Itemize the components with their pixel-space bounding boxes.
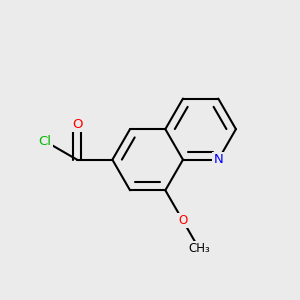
Text: O: O xyxy=(178,214,188,227)
Text: Cl: Cl xyxy=(38,135,52,148)
Text: N: N xyxy=(213,153,223,166)
Text: CH₃: CH₃ xyxy=(188,242,210,255)
Text: O: O xyxy=(72,118,82,131)
